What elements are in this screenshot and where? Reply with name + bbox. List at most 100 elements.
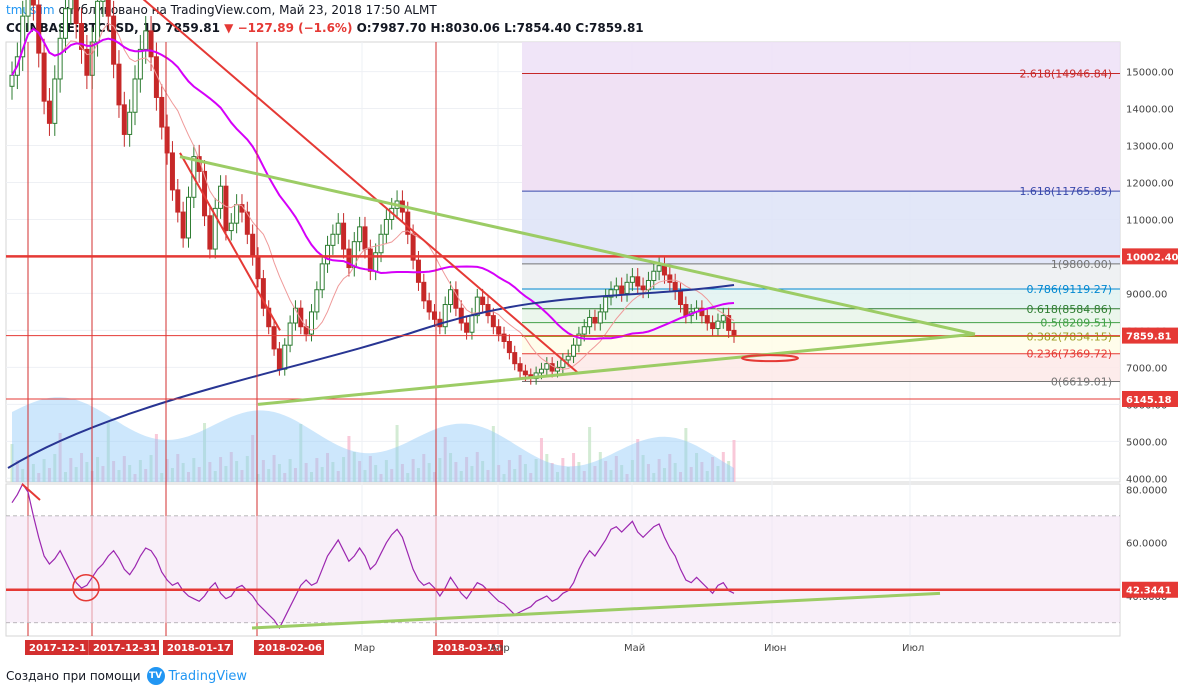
candle-body bbox=[351, 241, 357, 269]
tradingview-logo[interactable]: TV TradingView bbox=[146, 667, 247, 685]
ma-long-line bbox=[11, 27, 735, 340]
candle-body bbox=[143, 30, 149, 50]
volume-bar bbox=[422, 454, 426, 482]
x-tick-label: Апр bbox=[490, 643, 510, 654]
candle-body bbox=[325, 244, 331, 265]
volume-bar bbox=[625, 474, 629, 482]
volume-bar bbox=[47, 468, 51, 482]
x-tick-label: Июн bbox=[764, 643, 786, 654]
candle-body bbox=[565, 355, 571, 361]
candle-body bbox=[218, 185, 224, 209]
candle-body bbox=[250, 233, 256, 257]
y-tick-label: 7000.00 bbox=[1126, 363, 1167, 374]
volume-bar bbox=[679, 472, 683, 482]
volume-bar bbox=[101, 466, 105, 482]
candle-body bbox=[276, 348, 282, 370]
price-chart[interactable]: 2.618(14946.84) 1.618(11765.85) 1(9800.00)… bbox=[0, 0, 1184, 665]
volume-bar bbox=[197, 467, 201, 482]
y-tick-label: 15000.00 bbox=[1126, 68, 1174, 79]
candle-body bbox=[592, 316, 598, 324]
candle-body bbox=[207, 215, 213, 250]
trendline-green-upper bbox=[179, 155, 976, 336]
date-marker-box bbox=[89, 640, 159, 655]
volume-bar bbox=[63, 472, 67, 482]
candle-body bbox=[597, 311, 603, 324]
rsi-tick-label: 80.0000 bbox=[1126, 485, 1167, 496]
fib-level-label: 0.382(7834.15) bbox=[1026, 331, 1112, 344]
volume-bar bbox=[267, 469, 271, 482]
volume-bar bbox=[604, 461, 608, 482]
volume-bar bbox=[37, 473, 41, 482]
volume-bar bbox=[416, 468, 420, 482]
created-with: Создано при помощи bbox=[6, 669, 141, 683]
fib-level-label: 2.618(14946.84) bbox=[1019, 68, 1112, 81]
candle-body bbox=[100, 0, 106, 2]
candle-body bbox=[84, 48, 90, 76]
volume-bar bbox=[609, 470, 613, 482]
candle-body bbox=[704, 315, 710, 324]
volume-bar bbox=[299, 424, 303, 482]
candle-body bbox=[544, 363, 550, 370]
volume-bar bbox=[695, 453, 699, 482]
candle-body bbox=[581, 326, 587, 335]
volume-bar bbox=[256, 474, 260, 482]
x-tick-label: Июл bbox=[902, 643, 924, 654]
candle-body bbox=[9, 74, 15, 87]
price-label: 7859.81 bbox=[1126, 332, 1172, 343]
candle-body bbox=[292, 307, 298, 324]
volume-bar bbox=[331, 462, 335, 482]
volume-bar bbox=[662, 468, 666, 482]
candle-body bbox=[613, 285, 619, 291]
candle-body bbox=[68, 0, 74, 10]
volume-bar bbox=[481, 461, 485, 482]
fib-level-label: 0.5(8209.51) bbox=[1040, 317, 1112, 330]
candle-body bbox=[346, 248, 352, 269]
y-tick-label: 11000.00 bbox=[1126, 215, 1174, 226]
volume-bar bbox=[721, 452, 725, 482]
candle-body bbox=[341, 222, 347, 250]
volume-bar bbox=[705, 471, 709, 482]
candle-body bbox=[501, 333, 507, 342]
volume-bar bbox=[326, 453, 330, 482]
volume-bar bbox=[636, 439, 640, 482]
candle-body bbox=[169, 152, 175, 191]
volume-bar bbox=[400, 464, 404, 482]
volume-bar bbox=[128, 465, 132, 482]
volume-bar bbox=[293, 468, 297, 482]
volume-bar bbox=[53, 454, 57, 482]
candle-body bbox=[715, 320, 721, 330]
candle-body bbox=[244, 211, 250, 235]
candle-body bbox=[335, 222, 341, 235]
y-tick-label: 14000.00 bbox=[1126, 105, 1174, 116]
volume-bar bbox=[652, 473, 656, 482]
volume-bar bbox=[502, 474, 506, 482]
volume-bar bbox=[716, 466, 720, 482]
volume-bar bbox=[85, 462, 89, 482]
volume-bar bbox=[21, 469, 25, 482]
volume-bar bbox=[15, 460, 19, 482]
candle-body bbox=[453, 289, 459, 309]
volume-bar bbox=[122, 456, 126, 482]
volume-bar bbox=[240, 470, 244, 482]
rsi-mark bbox=[21, 483, 41, 501]
candle-body bbox=[383, 218, 389, 235]
volume-bar bbox=[10, 444, 14, 482]
candle-body bbox=[121, 104, 127, 135]
candle-body bbox=[635, 276, 641, 287]
rsi-label-box bbox=[1122, 581, 1178, 598]
candle-body bbox=[571, 344, 577, 357]
fib-level-label: 0.618(8584.86) bbox=[1026, 303, 1112, 316]
volume-bar bbox=[556, 472, 560, 482]
tradingview-icon: TV bbox=[146, 667, 165, 685]
candle-body bbox=[180, 211, 186, 239]
volume-bar bbox=[443, 437, 447, 482]
volume-bar bbox=[449, 453, 453, 482]
volume-bar bbox=[545, 454, 549, 482]
candle-body bbox=[148, 30, 154, 58]
volume-bar bbox=[588, 427, 592, 482]
volume-bar bbox=[550, 463, 554, 482]
volume-bar bbox=[186, 472, 190, 482]
candle-body bbox=[287, 322, 293, 346]
fib-level-label: 0(6619.01) bbox=[1051, 375, 1112, 388]
y-tick-label: 9000.00 bbox=[1126, 289, 1167, 300]
